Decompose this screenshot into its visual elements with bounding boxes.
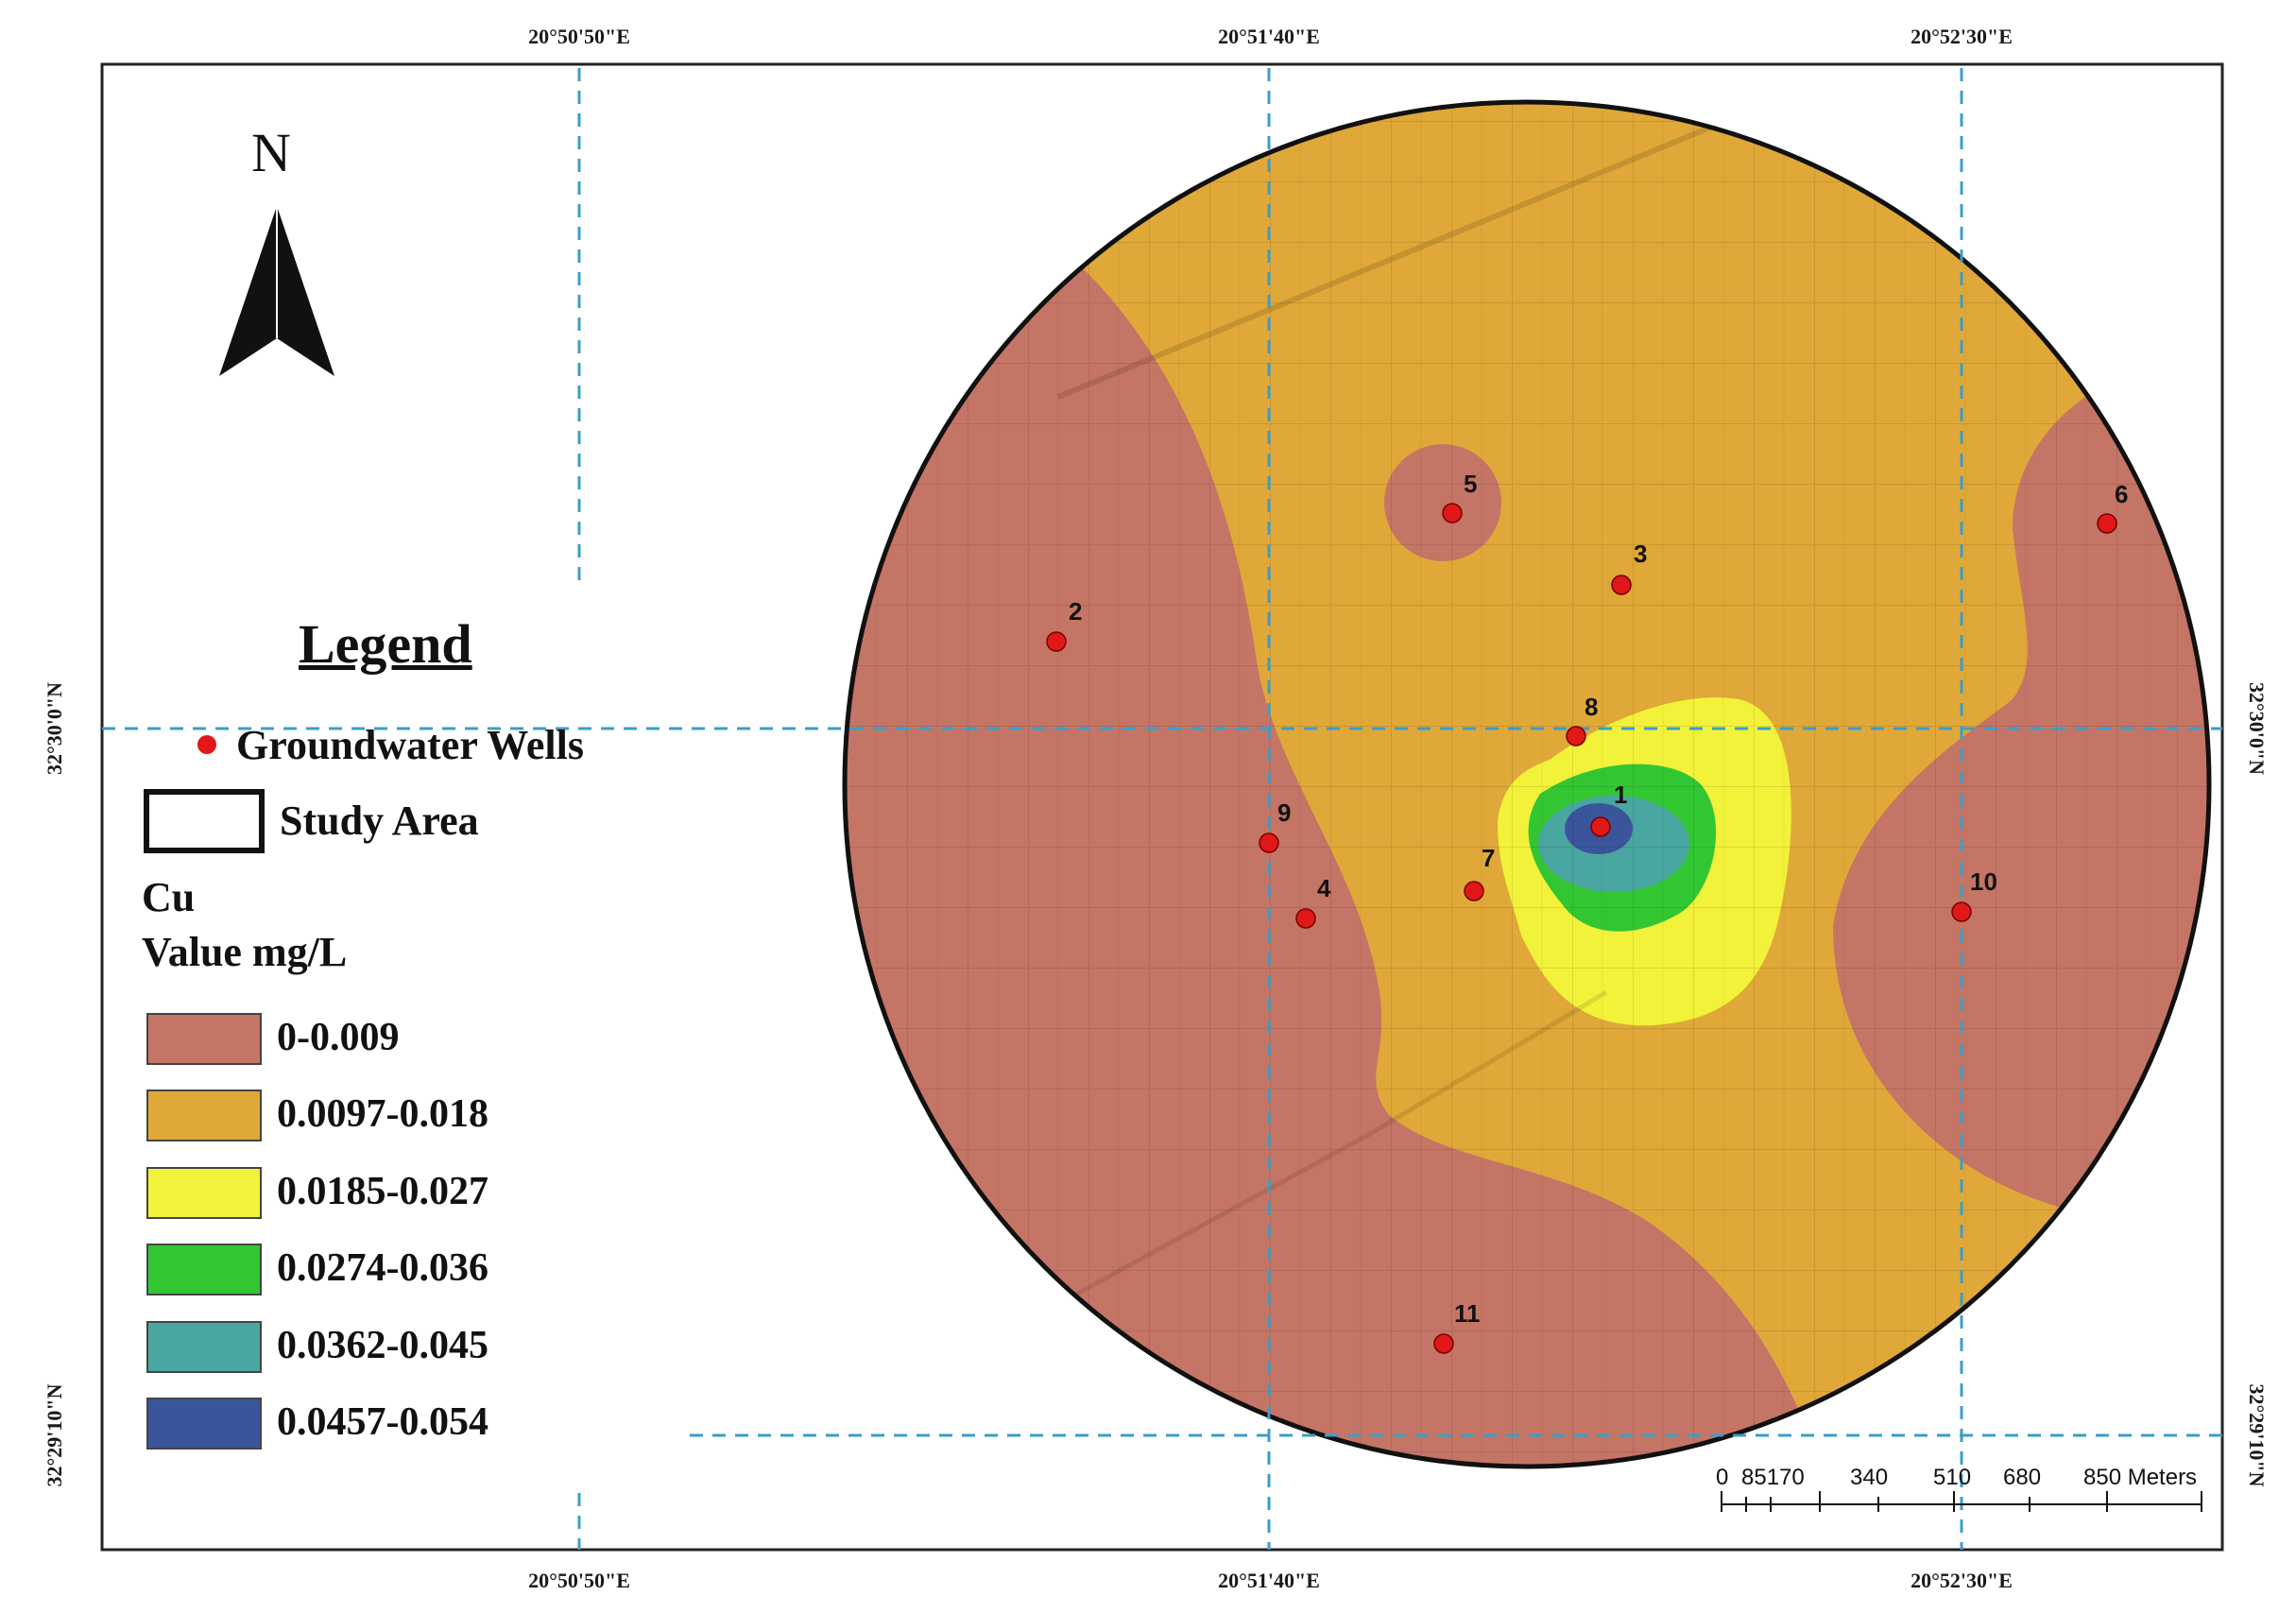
legend-swatch-class-6 xyxy=(146,1398,262,1450)
well-label-4: 4 xyxy=(1317,874,1331,902)
legend-study-area-label: Study Area xyxy=(280,798,479,844)
well-label-7: 7 xyxy=(1482,844,1496,872)
imagery-texture xyxy=(845,102,2209,1467)
legend-swatch-class-3 xyxy=(146,1167,262,1219)
scale-label-510: 510 xyxy=(1933,1465,1972,1490)
well-label-3: 3 xyxy=(1634,540,1648,568)
north-arrow-label: N xyxy=(251,122,291,183)
graticule xyxy=(102,68,2222,1550)
coord-bottom-2: 20°51'40"E xyxy=(1218,1569,1320,1592)
coord-bottom-3: 20°52'30"E xyxy=(1910,1569,2013,1592)
well-marker-11 xyxy=(1433,1333,1454,1354)
well-marker-3 xyxy=(1611,575,1632,595)
scale-label-340: 340 xyxy=(1850,1465,1889,1490)
legend-swatch-class-5 xyxy=(146,1321,262,1373)
legend-variable-label: Cu xyxy=(142,874,196,920)
north-arrow-icon xyxy=(219,206,334,376)
study-area-boundary xyxy=(842,99,2212,1469)
coord-right-2: 32°29'10"N xyxy=(2245,1383,2269,1487)
well-label-5: 5 xyxy=(1464,470,1478,498)
well-marker-10 xyxy=(1951,901,1972,922)
legend-class-label-3: 0.0185-0.027 xyxy=(277,1170,488,1213)
legend-title: Legend xyxy=(299,613,472,675)
cu-surface xyxy=(845,102,2209,1467)
coord-right-1: 32°30'0"N xyxy=(2245,681,2269,776)
legend-unit-label: Value mg/L xyxy=(142,929,348,975)
road xyxy=(1056,102,1769,400)
legend-wells-label: Groundwater Wells xyxy=(236,722,584,768)
map-frame xyxy=(100,62,2224,1552)
well-marker-6 xyxy=(2097,513,2117,534)
coord-left-1: 32°30'0"N xyxy=(43,681,66,776)
well-marker-7 xyxy=(1464,881,1484,901)
legend-class-label-1: 0-0.009 xyxy=(277,1016,400,1059)
well-label-10: 10 xyxy=(1970,867,1997,896)
legend-swatch-class-4 xyxy=(146,1244,262,1296)
coord-bottom-1: 20°50'50"E xyxy=(528,1569,630,1592)
legend-class-label-5: 0.0362-0.045 xyxy=(277,1324,488,1367)
scale-label-850: 850 Meters xyxy=(2083,1465,2198,1490)
legend-class-label-4: 0.0274-0.036 xyxy=(277,1246,488,1290)
well-marker-8 xyxy=(1566,726,1586,746)
coord-top-3: 20°52'30"E xyxy=(1910,25,2013,48)
well-marker-5 xyxy=(1442,503,1463,523)
well-label-8: 8 xyxy=(1585,693,1599,721)
well-label-6: 6 xyxy=(2115,480,2129,508)
well-label-11: 11 xyxy=(1454,1299,1481,1328)
well-label-1: 1 xyxy=(1614,781,1628,809)
well-marker-1 xyxy=(1590,816,1611,837)
legend-class-label-6: 0.0457-0.054 xyxy=(277,1400,488,1444)
scale-label-0: 0 xyxy=(1716,1465,1729,1490)
scale-bar xyxy=(1721,1491,2202,1512)
coord-top-1: 20°50'50"E xyxy=(528,25,630,48)
well-marker-2 xyxy=(1046,631,1067,652)
legend-class-label-2: 0.0097-0.018 xyxy=(277,1092,488,1136)
well-marker-9 xyxy=(1259,832,1279,853)
wells-layer xyxy=(1046,503,2117,1354)
coord-top-2: 20°51'40"E xyxy=(1218,25,1320,48)
legend-swatch-class-1 xyxy=(146,1013,262,1065)
well-label-9: 9 xyxy=(1277,798,1292,827)
scale-label-85170: 85170 xyxy=(1741,1465,1805,1490)
legend-study-area-symbol xyxy=(144,789,265,853)
legend-swatch-class-2 xyxy=(146,1090,262,1141)
scale-label-680: 680 xyxy=(2003,1465,2042,1490)
coord-left-2: 32°29'10"N xyxy=(43,1383,66,1487)
well-label-2: 2 xyxy=(1069,597,1083,626)
well-marker-4 xyxy=(1295,908,1316,929)
legend-well-symbol xyxy=(197,735,216,754)
